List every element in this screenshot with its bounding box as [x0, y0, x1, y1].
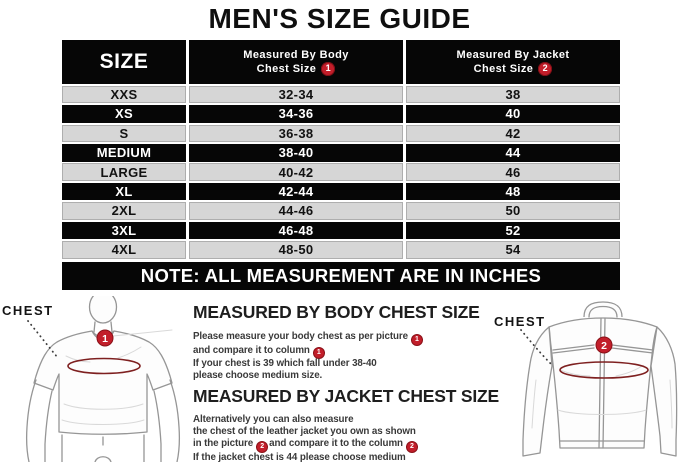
- size-cell: XL: [62, 182, 186, 201]
- instruction-text: Please measure your body chest as per pi…: [193, 331, 408, 342]
- jacket-chest-cell: 46: [406, 163, 620, 181]
- svg-text:2: 2: [601, 340, 607, 352]
- chest-ellipse-body: [67, 357, 141, 375]
- column-header-jacket-chest: Measured By Jacket Chest Size 2: [406, 40, 620, 84]
- size-cell: 3XL: [62, 221, 186, 240]
- body-chest-cell: 44-46: [189, 202, 403, 220]
- jacket-left-sleeve: [522, 326, 553, 457]
- chest-label-right: CHEST: [494, 314, 546, 329]
- size-cell: XXS: [62, 85, 186, 104]
- chest-ellipse-jacket: [559, 361, 649, 379]
- jacket-chest-cell: 44: [406, 143, 620, 162]
- instruction-line: Alternatively you can also measure: [193, 414, 354, 425]
- column-header-body-chest: Measured By Body Chest Size 1: [189, 40, 403, 84]
- jacket-collar: [583, 301, 623, 318]
- column-header-size: SIZE: [62, 40, 186, 84]
- body-chest-cell: 42-44: [189, 182, 403, 201]
- tshirt-figure: 1: [25, 296, 181, 462]
- size-cell: 2XL: [62, 202, 186, 220]
- circle-1-badge: 1: [313, 348, 324, 358]
- instruction-text: and compare it to column: [193, 344, 310, 356]
- page-title: MEN'S SIZE GUIDE: [208, 3, 471, 34]
- table-row: LARGE 40-42 46: [62, 163, 620, 181]
- jacket-chest-cell: 40: [406, 105, 620, 123]
- jacket-chest-cell: 42: [406, 124, 620, 143]
- header-line: Chest Size 1: [256, 62, 336, 77]
- header-line-text: Chest Size: [256, 63, 317, 75]
- circle-1-badge: 1: [411, 334, 422, 345]
- jacket-figure: 2: [520, 301, 678, 457]
- size-cell: S: [62, 124, 186, 143]
- body-chest-cell: 32-34: [189, 85, 403, 104]
- circle-2-badge: 2: [406, 441, 417, 452]
- instruction-line: please choose medium size.: [193, 370, 323, 381]
- figure-2-badge: 2: [595, 336, 613, 354]
- header-line-text: Chest Size: [473, 63, 534, 75]
- table-header-row: SIZE Measured By Body Chest Size 1 Measu…: [62, 40, 620, 84]
- body-chest-cell: 46-48: [189, 221, 403, 240]
- circle-2-badge: 2: [538, 62, 553, 77]
- table-row: 4XL 48-50 54: [62, 240, 620, 259]
- body-chest-cell: 48-50: [189, 240, 403, 259]
- instruction-line: in the picture 2 and compare it to the col…: [193, 438, 523, 452]
- chest-pointer-line-left: [27, 320, 59, 359]
- table-row: MEDIUM 38-40 44: [62, 143, 620, 162]
- instruction-line: and compare it to column 1: [193, 344, 523, 358]
- svg-text:1: 1: [102, 333, 108, 345]
- table-row: 2XL 44-46 50: [62, 202, 620, 220]
- header-line: Chest Size 2: [473, 62, 553, 77]
- body-chest-cell: 38-40: [189, 143, 403, 162]
- body-chest-cell: 36-38: [189, 124, 403, 143]
- jacket-chest-cell: 50: [406, 202, 620, 220]
- body-chest-cell: 34-36: [189, 105, 403, 123]
- size-cell: LARGE: [62, 163, 186, 181]
- jacket-chest-paragraph: Alternatively you can also measure the c…: [193, 414, 523, 462]
- size-table: SIZE Measured By Body Chest Size 1 Measu…: [62, 40, 620, 259]
- table-row: XS 34-36 40: [62, 105, 620, 123]
- instruction-line: Please measure your body chest as per pi…: [193, 331, 523, 345]
- jacket-chest-heading: MEASURED BY JACKET CHEST SIZE: [193, 386, 500, 406]
- instruction-line: If the jacket chest is 44 please choose …: [193, 451, 406, 462]
- body-chest-paragraph: Please measure your body chest as per pi…: [193, 331, 523, 382]
- measurement-note: NOTE: ALL MEASUREMENT ARE IN INCHES: [62, 262, 620, 290]
- table-row: S 36-38 42: [62, 124, 620, 143]
- instruction-text: in the picture: [193, 438, 254, 449]
- size-cell: MEDIUM: [62, 143, 186, 162]
- size-cell: XS: [62, 105, 186, 123]
- circle-1-badge: 1: [321, 62, 336, 77]
- table-row: 3XL 46-48 52: [62, 221, 620, 240]
- size-cell: 4XL: [62, 240, 186, 259]
- chest-label-left: CHEST: [2, 303, 54, 318]
- body-chest-cell: 40-42: [189, 163, 403, 181]
- header-line: Measured By Jacket: [456, 48, 570, 61]
- instruction-line: If your chest is 39 which fall under 38-…: [193, 358, 377, 369]
- table-row: XL 42-44 48: [62, 182, 620, 201]
- instructions: MEASURED BY BODY CHEST SIZE Please measu…: [193, 302, 523, 462]
- tshirt-outline: [33, 330, 173, 435]
- table-row: XXS 32-34 38: [62, 85, 620, 104]
- jacket-chest-cell: 52: [406, 221, 620, 240]
- chest-pointer-line-right: [520, 329, 554, 367]
- instruction-text: and compare it to the column: [269, 438, 403, 449]
- circle-2-badge: 2: [257, 441, 268, 452]
- body-chest-heading: MEASURED BY BODY CHEST SIZE: [193, 302, 480, 322]
- figure-1-badge: 1: [96, 329, 114, 347]
- jacket-chest-cell: 38: [406, 85, 620, 104]
- jacket-chest-cell: 54: [406, 240, 620, 259]
- header-line: Measured By Body: [243, 48, 349, 61]
- jacket-chest-cell: 48: [406, 182, 620, 201]
- jacket-right-sleeve: [650, 326, 678, 457]
- instruction-line: the chest of the leather jacket you own …: [193, 426, 416, 437]
